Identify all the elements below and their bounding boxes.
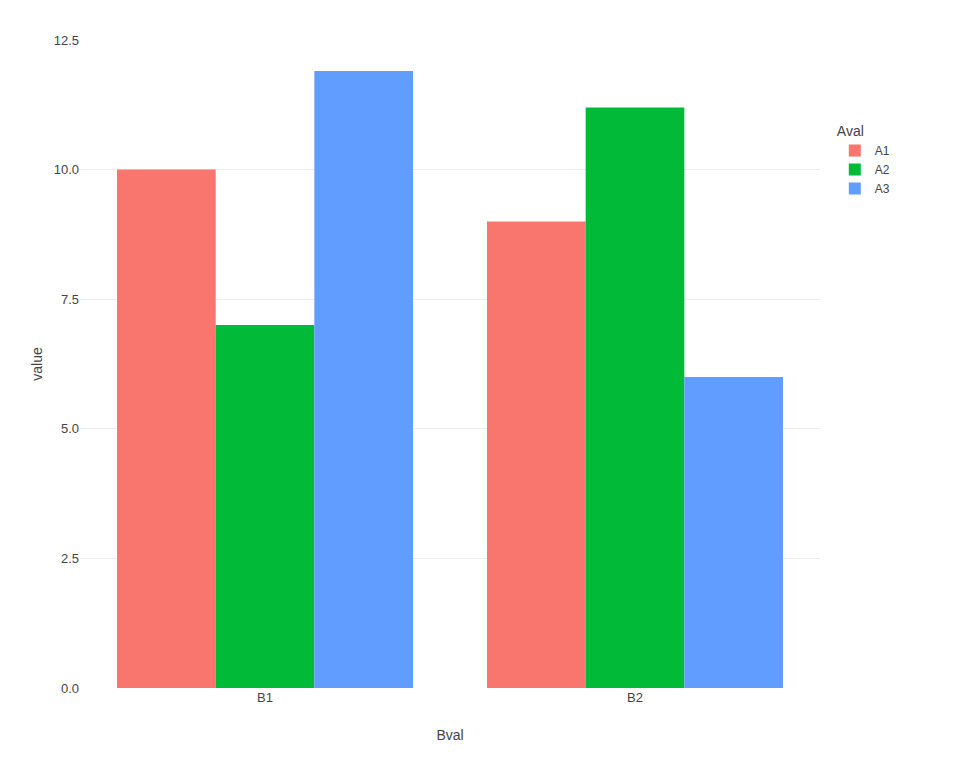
svg-text:2.5: 2.5: [61, 551, 79, 566]
svg-text:value: value: [29, 347, 45, 381]
svg-text:10.0: 10.0: [54, 162, 79, 177]
svg-text:12.5: 12.5: [54, 33, 79, 48]
svg-text:A2: A2: [875, 163, 890, 177]
svg-text:Bval: Bval: [436, 727, 463, 743]
svg-text:A3: A3: [875, 182, 890, 196]
svg-text:Aval: Aval: [837, 123, 864, 139]
svg-text:B1: B1: [257, 690, 273, 705]
svg-text:5.0: 5.0: [61, 421, 79, 436]
svg-text:7.5: 7.5: [61, 292, 79, 307]
svg-text:A1: A1: [875, 144, 890, 158]
svg-text:0.0: 0.0: [61, 681, 79, 696]
svg-text:B2: B2: [627, 690, 643, 705]
